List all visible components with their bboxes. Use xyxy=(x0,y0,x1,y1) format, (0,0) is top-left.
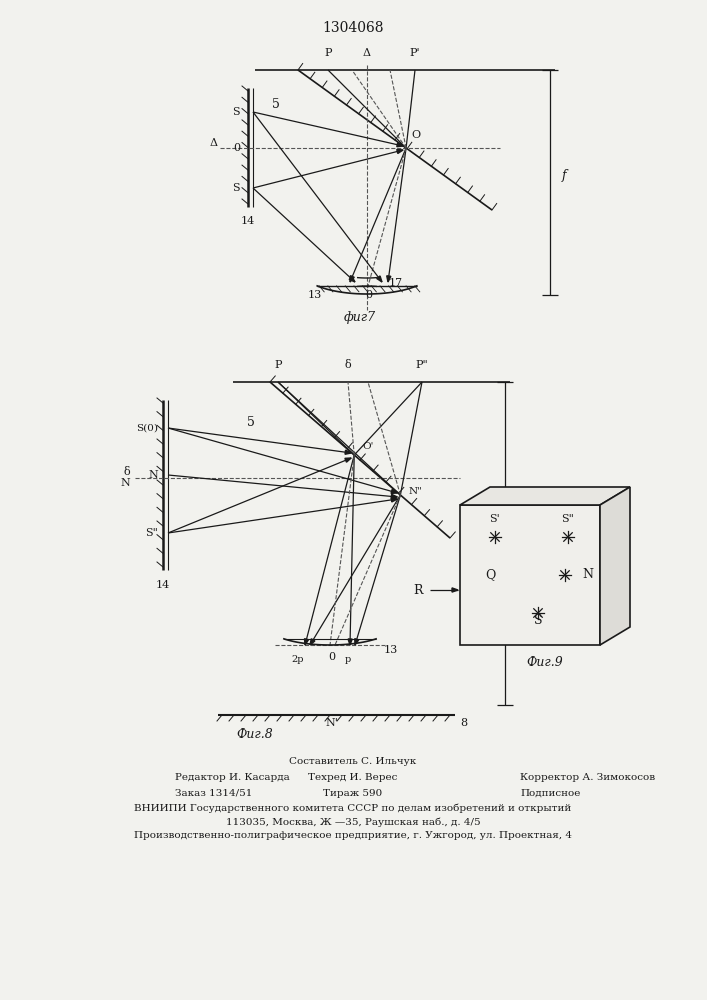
Text: N": N" xyxy=(409,488,422,496)
Text: фиг7: фиг7 xyxy=(344,312,376,324)
Text: 5: 5 xyxy=(272,99,280,111)
Polygon shape xyxy=(349,276,355,282)
Polygon shape xyxy=(345,458,351,462)
Polygon shape xyxy=(391,494,397,499)
Text: N: N xyxy=(120,478,130,488)
Text: N: N xyxy=(148,470,158,480)
Text: Δ: Δ xyxy=(363,48,371,58)
Text: Фиг.8: Фиг.8 xyxy=(237,728,274,742)
Text: R: R xyxy=(414,584,423,596)
Text: P: P xyxy=(325,48,332,58)
Polygon shape xyxy=(377,276,382,282)
Text: N: N xyxy=(582,568,593,582)
Text: Редактор И. Касарда: Редактор И. Касарда xyxy=(175,774,290,782)
Text: Δ: Δ xyxy=(210,138,218,148)
Text: S: S xyxy=(233,183,240,193)
Text: Q: Q xyxy=(485,568,495,582)
Text: 113035, Москва, Ж —35, Раушская наб., д. 4/5: 113035, Москва, Ж —35, Раушская наб., д.… xyxy=(226,817,480,827)
Text: S": S" xyxy=(145,528,158,538)
Text: Заказ 1314/51: Заказ 1314/51 xyxy=(175,788,252,798)
Text: S": S" xyxy=(561,514,574,524)
Polygon shape xyxy=(348,639,352,645)
Text: 17: 17 xyxy=(389,278,403,288)
Text: Составитель С. Ильчук: Составитель С. Ильчук xyxy=(289,758,416,766)
Text: 13: 13 xyxy=(308,290,322,300)
Polygon shape xyxy=(397,143,403,147)
Polygon shape xyxy=(387,276,391,282)
Text: N': N' xyxy=(325,718,339,728)
Polygon shape xyxy=(391,498,397,502)
Text: Фиг.9: Фиг.9 xyxy=(527,656,563,670)
Text: Корректор А. Зимокосов: Корректор А. Зимокосов xyxy=(520,774,655,782)
Text: O': O' xyxy=(362,442,373,451)
Polygon shape xyxy=(355,639,358,645)
Text: f: f xyxy=(562,168,566,182)
Polygon shape xyxy=(305,639,308,645)
Text: S: S xyxy=(534,614,542,627)
Text: 14: 14 xyxy=(156,580,170,590)
Text: p: p xyxy=(345,655,351,664)
Polygon shape xyxy=(345,450,351,454)
Polygon shape xyxy=(397,149,403,154)
Polygon shape xyxy=(452,588,458,592)
Text: δ: δ xyxy=(345,360,351,370)
Polygon shape xyxy=(391,489,397,493)
Text: P': P' xyxy=(409,48,421,58)
Text: Производственно-полиграфическое предприятие, г. Ужгород, ул. Проектная, 4: Производственно-полиграфическое предприя… xyxy=(134,832,572,840)
Text: 0: 0 xyxy=(366,290,373,300)
Text: Подписное: Подписное xyxy=(520,788,580,798)
Text: S': S' xyxy=(490,514,501,524)
Polygon shape xyxy=(600,487,630,645)
Text: S(0): S(0) xyxy=(136,424,158,432)
Text: 14: 14 xyxy=(241,216,255,226)
Text: 1304068: 1304068 xyxy=(322,21,384,35)
Text: S: S xyxy=(233,107,240,117)
Text: 0: 0 xyxy=(233,143,240,153)
Polygon shape xyxy=(350,276,354,282)
Text: O: O xyxy=(411,130,420,140)
Text: ВНИИПИ Государственного комитета СССР по делам изобретений и открытий: ВНИИПИ Государственного комитета СССР по… xyxy=(134,803,572,813)
Text: 5: 5 xyxy=(247,416,255,428)
Text: 8: 8 xyxy=(460,718,467,728)
Text: f: f xyxy=(518,542,522,556)
Text: P": P" xyxy=(416,360,428,370)
Text: Тираж 590: Тираж 590 xyxy=(323,788,382,798)
Polygon shape xyxy=(310,639,315,645)
Text: δ: δ xyxy=(124,467,130,477)
Text: 2p: 2p xyxy=(292,655,304,664)
Text: 0: 0 xyxy=(329,652,336,662)
Text: Техред И. Верес: Техред И. Верес xyxy=(308,774,397,782)
Text: 13: 13 xyxy=(384,645,398,655)
Text: P: P xyxy=(274,360,282,370)
Polygon shape xyxy=(460,487,630,505)
Polygon shape xyxy=(460,505,600,645)
